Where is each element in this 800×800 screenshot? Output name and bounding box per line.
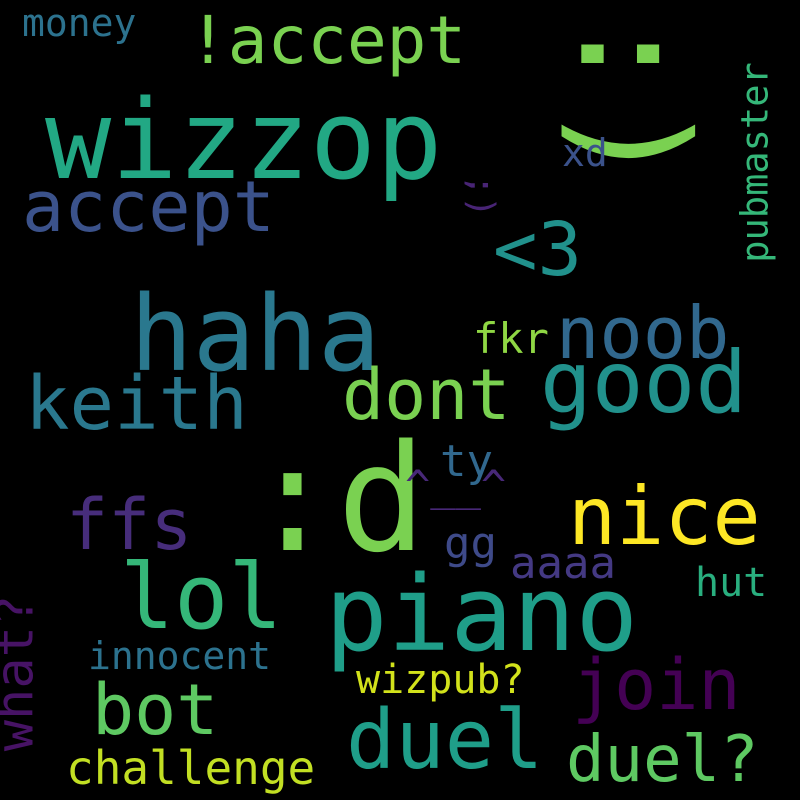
word-innocent: innocent <box>88 634 272 678</box>
word-dont: dont <box>342 354 511 436</box>
word-xd: xd <box>562 131 608 175</box>
word-wink: ;) <box>460 174 502 218</box>
word-ffs: ffs <box>66 484 193 566</box>
word-piano: piano <box>325 553 639 675</box>
word-ty: ty <box>440 436 493 487</box>
word-aaaa: aaaa <box>510 538 616 589</box>
word-nice: nice <box>568 470 761 563</box>
word-noob: noob <box>556 291 730 375</box>
word-pubmaster: pubmaster <box>733 62 777 263</box>
word-d-smiley: :d <box>248 413 427 585</box>
word-join: join <box>572 644 741 726</box>
word-caret-face: ^__^ <box>405 461 507 510</box>
word-hut: hut <box>695 560 768 606</box>
word-duel: duel <box>346 693 544 788</box>
word-lol: lol <box>120 545 283 650</box>
word-duel-q: duel? <box>566 723 759 797</box>
word-keith: keith <box>25 361 248 447</box>
word-what-q: what? <box>0 594 46 752</box>
word-gg: gg <box>444 518 497 569</box>
word-challenge: challenge <box>66 741 316 795</box>
word-good: good <box>540 333 748 433</box>
word-wizzop: wizzop <box>45 76 443 204</box>
word-money: money <box>22 1 137 45</box>
word-heart: <3 <box>493 207 583 293</box>
word-accept-top: !accept <box>188 2 467 79</box>
word-fkr: fkr <box>473 314 549 363</box>
word-bot: bot <box>92 669 219 751</box>
word-wizpub-q: wizpub? <box>356 657 525 703</box>
word-haha: haha <box>130 273 381 395</box>
word-accept-mid: accept <box>22 166 275 248</box>
